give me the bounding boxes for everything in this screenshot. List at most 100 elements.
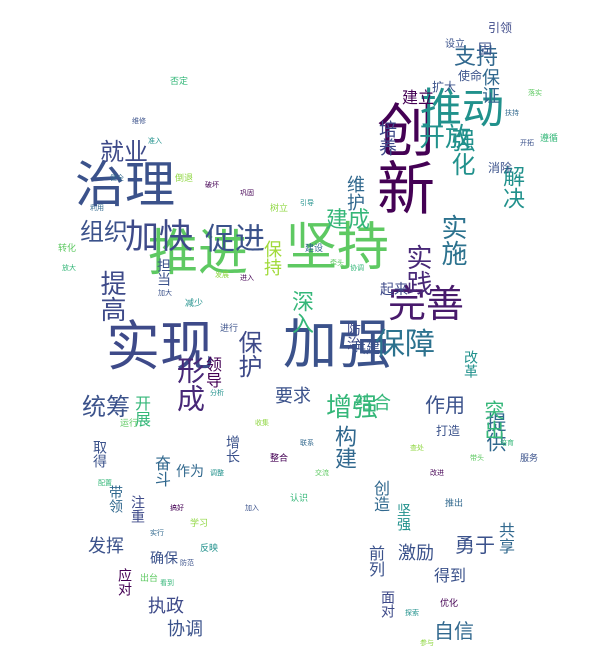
cloud-word-small: 探索 bbox=[405, 609, 419, 617]
cloud-word: 创造 bbox=[371, 480, 390, 512]
cloud-word: 促进 bbox=[205, 222, 265, 257]
cloud-word: 开展 bbox=[132, 395, 151, 427]
cloud-word: 提高 bbox=[96, 270, 126, 322]
cloud-word: 防治 bbox=[345, 322, 361, 350]
cloud-word-small: 整合 bbox=[270, 454, 289, 464]
cloud-word: 加快 bbox=[125, 217, 193, 257]
cloud-word: 带领 bbox=[107, 485, 123, 513]
cloud-word-small: 收集 bbox=[255, 419, 269, 427]
cloud-word-small: 准入 bbox=[148, 137, 162, 145]
cloud-word-small: 学习 bbox=[190, 519, 209, 529]
cloud-word-small: 开拓 bbox=[520, 139, 534, 147]
cloud-word-small: 参与 bbox=[420, 639, 434, 647]
cloud-word: 结合 bbox=[355, 393, 391, 414]
cloud-word: 提供 bbox=[483, 412, 507, 452]
cloud-word: 加强 bbox=[283, 313, 391, 376]
cloud-word: 培养 bbox=[376, 120, 397, 156]
cloud-word-small: 维修 bbox=[132, 117, 146, 125]
cloud-word: 协调 bbox=[167, 619, 203, 640]
cloud-word: 深入 bbox=[288, 290, 313, 334]
cloud-word: 消除 bbox=[488, 161, 513, 175]
cloud-word: 使命 bbox=[458, 69, 483, 83]
cloud-word: 保证 bbox=[479, 68, 500, 104]
cloud-word-small: 进入 bbox=[240, 274, 254, 282]
cloud-word: 维护 bbox=[344, 175, 365, 211]
cloud-word-small: 交流 bbox=[315, 469, 329, 477]
cloud-word-small: 改进 bbox=[430, 469, 444, 477]
cloud-word: 勇于 bbox=[455, 533, 495, 557]
cloud-word: 统筹 bbox=[82, 393, 130, 421]
cloud-word-small: 带头 bbox=[470, 454, 484, 462]
cloud-word: 作用 bbox=[425, 393, 465, 417]
cloud-word: 突出 bbox=[481, 400, 505, 440]
cloud-word: 固 bbox=[478, 42, 492, 58]
cloud-word-small: 进行 bbox=[220, 324, 239, 334]
cloud-word: 实现 bbox=[106, 315, 214, 378]
cloud-word: 得到 bbox=[434, 566, 467, 585]
cloud-word: 共建 bbox=[352, 341, 380, 357]
cloud-word: 形成 bbox=[173, 356, 206, 412]
cloud-word: 共享 bbox=[496, 522, 515, 554]
cloud-word: 保护 bbox=[234, 330, 262, 378]
cloud-word-small: 反映 bbox=[200, 544, 219, 554]
cloud-word-small: 巩固 bbox=[240, 189, 254, 197]
cloud-word-small: 配置 bbox=[98, 479, 112, 487]
cloud-word: 建立 bbox=[402, 88, 435, 107]
cloud-word: 实践 bbox=[402, 244, 432, 296]
cloud-word: 作为 bbox=[176, 464, 204, 480]
cloud-word: 建成 bbox=[326, 208, 371, 233]
cloud-word-small: 放大 bbox=[62, 264, 76, 272]
cloud-word-small: 服务 bbox=[520, 454, 539, 464]
cloud-word: 设立 bbox=[445, 39, 465, 50]
cloud-word: 完善 bbox=[388, 282, 465, 326]
cloud-word: 自信 bbox=[434, 619, 474, 643]
cloud-word: 执政 bbox=[148, 596, 184, 617]
cloud-word: 担当 bbox=[155, 258, 171, 286]
cloud-word: 坚持 bbox=[285, 218, 390, 278]
cloud-word-small: 搞好 bbox=[170, 504, 184, 512]
cloud-word-small: 实行 bbox=[150, 529, 164, 537]
cloud-word-small: 倒退 bbox=[175, 174, 194, 184]
cloud-word: 构建 bbox=[331, 425, 356, 469]
cloud-word: 打造 bbox=[436, 424, 461, 438]
cloud-word-small: 否定 bbox=[170, 77, 189, 87]
cloud-word: 取得 bbox=[91, 440, 107, 468]
cloud-word-small: 推出 bbox=[445, 499, 464, 509]
cloud-word: 保持 bbox=[261, 240, 282, 276]
cloud-word-small: 协调 bbox=[350, 264, 364, 272]
cloud-word-small: 扶持 bbox=[505, 109, 519, 117]
cloud-word: 改革 bbox=[462, 350, 478, 378]
cloud-word: 领导 bbox=[203, 356, 222, 388]
cloud-word: 奋斗 bbox=[152, 455, 171, 487]
cloud-word-small: 减少 bbox=[185, 299, 204, 309]
cloud-word-small: 健全 bbox=[110, 174, 124, 182]
cloud-word: 开放 bbox=[419, 123, 472, 153]
cloud-word-small: 引导 bbox=[300, 199, 314, 207]
cloud-word-small: 树立 bbox=[270, 204, 289, 214]
cloud-word: 引领 bbox=[488, 21, 513, 35]
cloud-word: 增长 bbox=[224, 435, 240, 463]
cloud-word-small: 联系 bbox=[300, 439, 314, 447]
cloud-word-small: 分析 bbox=[210, 389, 224, 397]
cloud-word-small: 运行 bbox=[120, 419, 139, 429]
cloud-word: 起来 bbox=[380, 282, 408, 298]
cloud-word: 坚强 bbox=[395, 503, 411, 531]
cloud-word: 解决 bbox=[499, 165, 524, 209]
cloud-word: 实施 bbox=[437, 214, 467, 266]
cloud-word-small: 认识 bbox=[290, 494, 309, 504]
cloud-word: 扩大 bbox=[432, 80, 457, 94]
cloud-word-small: 利用 bbox=[90, 204, 104, 212]
cloud-word-small: 落实 bbox=[528, 89, 542, 97]
cloud-word-small: 防范 bbox=[180, 559, 194, 567]
cloud-word: 组织 bbox=[80, 218, 128, 246]
cloud-word: 要求 bbox=[275, 386, 311, 407]
cloud-word: 应对 bbox=[116, 568, 132, 596]
cloud-word-small: 调整 bbox=[210, 469, 224, 477]
cloud-word-small: 牵头 bbox=[330, 259, 344, 267]
cloud-word: 前列 bbox=[366, 545, 385, 577]
cloud-word: 推进 bbox=[148, 224, 248, 282]
cloud-word: 保障 bbox=[375, 327, 435, 362]
cloud-word: 就业 bbox=[100, 138, 148, 166]
cloud-word-small: 优化 bbox=[440, 599, 459, 609]
